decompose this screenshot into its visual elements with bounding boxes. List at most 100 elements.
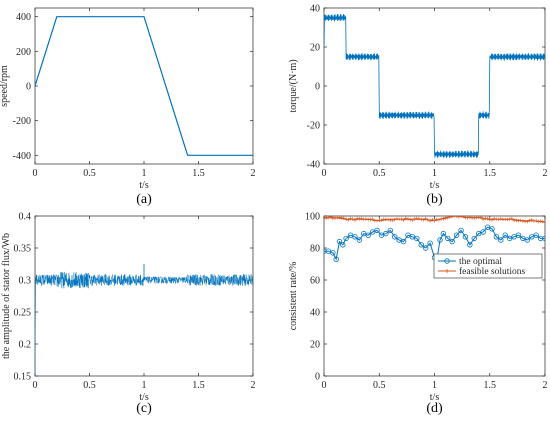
y-tick-label: -200 xyxy=(13,116,31,127)
feasible-marker xyxy=(337,216,342,220)
optimal-marker xyxy=(498,237,504,243)
panel-c: 0 0.5 1 1.5 2 0.15 0.2 0.25 0.3 0.35 0.4 t/s the amp… xyxy=(1,212,256,417)
feasible-marker xyxy=(461,216,466,219)
x-tick-label: 2 xyxy=(543,380,548,391)
feasible-marker xyxy=(527,218,532,223)
torque-line xyxy=(324,13,545,159)
optimal-marker xyxy=(383,230,389,237)
x-tick-label: 2 xyxy=(251,380,256,391)
feasible-marker xyxy=(516,219,521,223)
y-tick-label: -20 xyxy=(307,121,320,132)
optimal-marker xyxy=(453,232,460,238)
optimal-marker xyxy=(524,237,531,243)
feasible-marker xyxy=(534,218,538,223)
feasible-marker xyxy=(390,218,395,222)
feasible-marker xyxy=(417,217,421,221)
y-axis-label: speed/rpm xyxy=(0,65,10,107)
x-axis-label: t/s xyxy=(139,180,149,191)
y-tick-label: 40 xyxy=(310,4,320,15)
x-tick-label: 1 xyxy=(142,380,147,391)
optimal-marker xyxy=(458,227,464,234)
x-tick-label: 0.5 xyxy=(373,380,386,391)
feasible-marker xyxy=(430,217,435,222)
feasible-marker xyxy=(361,217,366,222)
feasible-marker xyxy=(426,218,430,222)
feasible-marker xyxy=(346,217,351,222)
feasible-marker xyxy=(450,216,454,219)
x-tick-label: 0 xyxy=(33,380,38,391)
feasible-marker xyxy=(428,219,432,223)
x-tick-label: 1 xyxy=(432,168,437,179)
legend-label-feasible: feasible solutions xyxy=(459,266,526,277)
feasible-marker xyxy=(437,217,441,222)
feasible-marker xyxy=(410,218,415,222)
feasible-marker xyxy=(518,218,523,223)
y-tick-label: 20 xyxy=(310,43,320,54)
legend-marker-optimal xyxy=(444,258,450,264)
feasible-marker xyxy=(441,217,446,221)
y-tick-label: 0 xyxy=(26,82,31,93)
x-tick-label: 1 xyxy=(142,168,147,179)
feasible-marker xyxy=(468,216,472,219)
x-tick-label: 2 xyxy=(543,168,548,179)
x-tick-label: 0 xyxy=(33,168,38,179)
feasible-marker xyxy=(536,219,541,224)
feasible-marker xyxy=(401,218,406,222)
x-tick-label: 0.5 xyxy=(83,168,96,179)
x-axis-label: t/s xyxy=(430,180,440,191)
feasible-marker xyxy=(324,216,326,220)
speed-line xyxy=(35,16,253,156)
flux-line xyxy=(35,271,253,376)
feasible-marker xyxy=(359,216,364,221)
optimal-marker xyxy=(467,242,473,248)
optimal-marker xyxy=(440,230,447,237)
y-tick-label: 80 xyxy=(310,244,320,255)
y-tick-label: 0.2 xyxy=(19,340,32,351)
feasible-marker xyxy=(344,217,348,221)
feasible-marker xyxy=(386,217,390,222)
feasible-marker xyxy=(335,216,340,220)
feasible-marker xyxy=(415,216,419,221)
panel-b: 0 0.5 1 1.5 2 -40 -20 0 20 40 t/s torque/(N·m) (b) xyxy=(288,4,548,208)
plot-area-c xyxy=(34,215,254,377)
y-tick-label: 20 xyxy=(310,340,320,351)
feasible-marker xyxy=(408,217,412,222)
y-tick-label: 0.35 xyxy=(14,244,32,255)
feasible-marker xyxy=(375,218,379,223)
feasible-marker xyxy=(333,216,337,221)
feasible-marker xyxy=(521,219,525,223)
plot-data-d xyxy=(324,216,545,264)
y-tick-label: 0 xyxy=(315,372,320,383)
optimal-marker xyxy=(437,237,443,243)
feasible-marker xyxy=(445,216,450,220)
feasible-marker xyxy=(490,218,494,222)
y-axis-label: consistent rate/% xyxy=(288,262,299,331)
optimal-marker xyxy=(333,256,339,262)
optimal-marker xyxy=(392,234,398,240)
x-axis-label: t/s xyxy=(139,392,149,403)
panel-caption: (b) xyxy=(426,192,443,207)
feasible-marker xyxy=(472,216,477,220)
feasible-marker xyxy=(348,216,353,221)
optimal-marker xyxy=(449,238,455,245)
optimal-marker xyxy=(471,235,477,242)
x-tick-label: 0 xyxy=(322,380,327,391)
feasible-marker xyxy=(384,217,388,221)
feasible-marker xyxy=(485,216,490,221)
y-tick-label: -40 xyxy=(307,160,320,171)
optimal-marker xyxy=(414,235,420,242)
panel-caption: (d) xyxy=(426,401,443,416)
y-tick-label: 100 xyxy=(305,212,320,223)
feasible-marker xyxy=(443,216,448,221)
optimal-marker xyxy=(493,234,500,240)
y-tick-label: 0.4 xyxy=(19,212,32,223)
y-tick-label: 60 xyxy=(310,276,320,287)
feasible-marker xyxy=(412,217,417,221)
legend-label-optimal: the optimal xyxy=(459,257,502,267)
feasible-marker xyxy=(353,218,357,222)
y-axis-label: torque/(N·m) xyxy=(288,59,299,112)
feasible-marker xyxy=(399,217,404,221)
feasible-marker xyxy=(459,216,463,218)
y-tick-label: 400 xyxy=(16,12,31,23)
